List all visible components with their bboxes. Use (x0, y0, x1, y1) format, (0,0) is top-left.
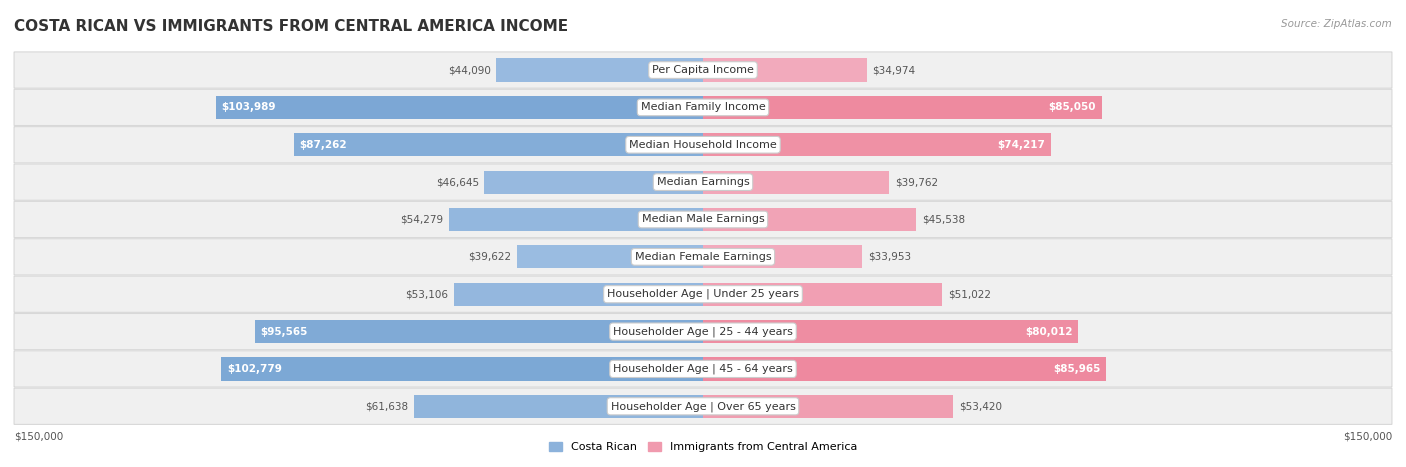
Text: $85,965: $85,965 (1053, 364, 1101, 374)
Text: Householder Age | 45 - 64 years: Householder Age | 45 - 64 years (613, 364, 793, 374)
Bar (294, 133, 703, 156)
Text: $150,000: $150,000 (14, 432, 63, 442)
Text: $61,638: $61,638 (366, 401, 409, 411)
Text: Householder Age | Over 65 years: Householder Age | Over 65 years (610, 401, 796, 411)
Bar (703, 395, 953, 418)
Bar (703, 283, 942, 306)
FancyBboxPatch shape (14, 201, 1392, 238)
Text: Source: ZipAtlas.com: Source: ZipAtlas.com (1281, 19, 1392, 28)
Bar (454, 283, 703, 306)
Bar (703, 357, 1107, 381)
FancyBboxPatch shape (14, 351, 1392, 387)
Text: $51,022: $51,022 (948, 289, 991, 299)
Text: $39,762: $39,762 (896, 177, 938, 187)
Text: $53,106: $53,106 (405, 289, 449, 299)
Text: $103,989: $103,989 (221, 102, 276, 113)
Bar (449, 208, 703, 231)
FancyBboxPatch shape (14, 388, 1392, 425)
Bar (703, 245, 862, 269)
Bar (703, 58, 868, 82)
FancyBboxPatch shape (14, 89, 1392, 126)
Text: $95,565: $95,565 (260, 326, 308, 337)
Text: $102,779: $102,779 (226, 364, 281, 374)
Text: $39,622: $39,622 (468, 252, 512, 262)
FancyBboxPatch shape (14, 313, 1392, 350)
Bar (254, 320, 703, 343)
Bar (415, 395, 703, 418)
FancyBboxPatch shape (14, 276, 1392, 312)
Bar (215, 96, 703, 119)
Text: $44,090: $44,090 (449, 65, 491, 75)
Text: Median Male Earnings: Median Male Earnings (641, 214, 765, 225)
Legend: Costa Rican, Immigrants from Central America: Costa Rican, Immigrants from Central Ame… (544, 438, 862, 457)
FancyBboxPatch shape (14, 52, 1392, 88)
Text: Per Capita Income: Per Capita Income (652, 65, 754, 75)
Text: $53,420: $53,420 (959, 401, 1002, 411)
Bar (485, 170, 703, 194)
Text: $46,645: $46,645 (436, 177, 479, 187)
Text: $74,217: $74,217 (997, 140, 1045, 150)
Text: Householder Age | Under 25 years: Householder Age | Under 25 years (607, 289, 799, 299)
Text: Median Female Earnings: Median Female Earnings (634, 252, 772, 262)
Text: $85,050: $85,050 (1049, 102, 1097, 113)
Bar (703, 320, 1078, 343)
FancyBboxPatch shape (14, 164, 1392, 200)
Text: Median Household Income: Median Household Income (628, 140, 778, 150)
Bar (496, 58, 703, 82)
FancyBboxPatch shape (14, 127, 1392, 163)
Bar (703, 133, 1050, 156)
Text: $34,974: $34,974 (873, 65, 915, 75)
Text: $150,000: $150,000 (1343, 432, 1392, 442)
Text: $54,279: $54,279 (399, 214, 443, 225)
Bar (221, 357, 703, 381)
Text: Median Earnings: Median Earnings (657, 177, 749, 187)
Text: Householder Age | 25 - 44 years: Householder Age | 25 - 44 years (613, 326, 793, 337)
FancyBboxPatch shape (14, 239, 1392, 275)
Text: $80,012: $80,012 (1025, 326, 1073, 337)
Bar (703, 96, 1102, 119)
Bar (517, 245, 703, 269)
Bar (703, 170, 890, 194)
Text: $87,262: $87,262 (299, 140, 347, 150)
Text: $45,538: $45,538 (922, 214, 965, 225)
Text: Median Family Income: Median Family Income (641, 102, 765, 113)
Bar (703, 208, 917, 231)
Text: $33,953: $33,953 (868, 252, 911, 262)
Text: COSTA RICAN VS IMMIGRANTS FROM CENTRAL AMERICA INCOME: COSTA RICAN VS IMMIGRANTS FROM CENTRAL A… (14, 19, 568, 34)
